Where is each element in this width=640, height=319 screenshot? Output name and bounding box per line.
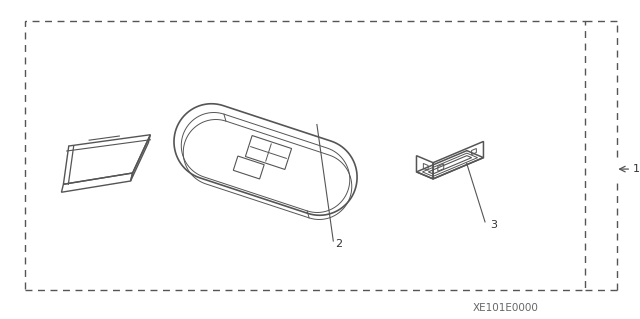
Text: XE101E0000: XE101E0000	[473, 303, 539, 313]
Text: 3: 3	[490, 220, 497, 230]
Text: 1: 1	[633, 164, 640, 174]
Text: 2: 2	[335, 239, 342, 249]
Bar	[26, 21, 585, 290]
